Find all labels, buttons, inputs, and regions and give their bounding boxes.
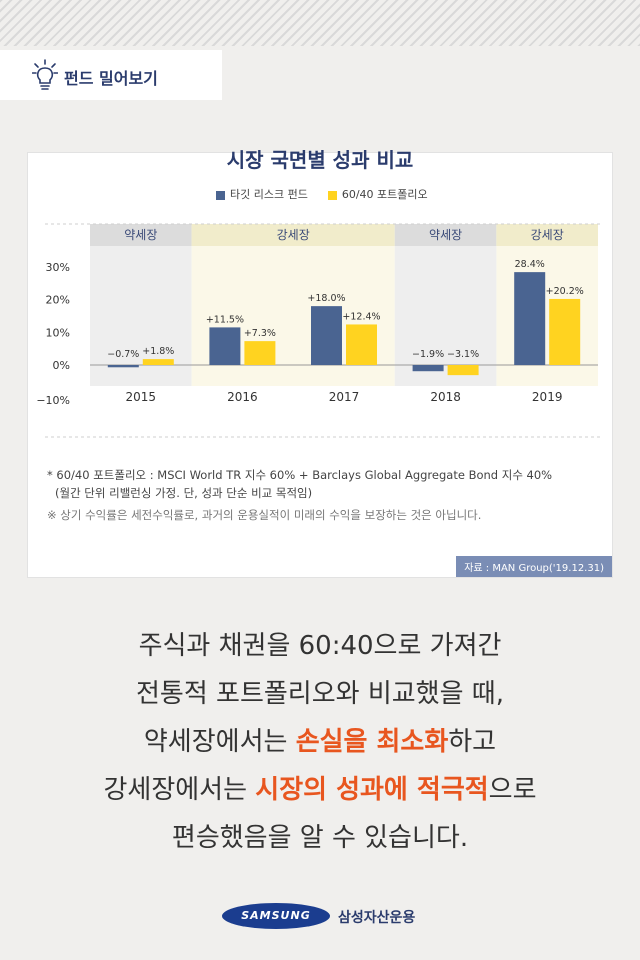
body-line-3: 약세장에서는 손실을 최소화하고 xyxy=(0,718,640,766)
data-label: +11.5% xyxy=(206,314,244,325)
y-tick-label: 30% xyxy=(46,261,70,274)
phase-background xyxy=(90,224,192,386)
bar-portfolio xyxy=(142,359,174,365)
note-disclaimer: ※ 상기 수익률은 세전수익률로, 과거의 운용실적이 미래의 수익을 보장하는… xyxy=(47,508,482,522)
body-line-4: 강세장에서는 시장의 성과에 적극적으로 xyxy=(0,766,640,814)
data-label: −3.1% xyxy=(447,349,479,360)
bar-fund xyxy=(209,327,241,365)
phase-header xyxy=(394,224,497,246)
bar-portfolio xyxy=(447,365,479,376)
source-badge: 자료 : MAN Group('19.12.31) xyxy=(456,556,612,577)
phase-header xyxy=(496,224,598,246)
x-tick-label: 2019 xyxy=(532,390,563,404)
bar-portfolio xyxy=(549,298,581,365)
data-label: +18.0% xyxy=(307,293,345,304)
legend-swatch-series-1 xyxy=(216,190,225,200)
bar-portfolio xyxy=(346,324,377,365)
tag-label: 펀드 밀어보기 xyxy=(64,69,158,88)
phase-label: 강세장 xyxy=(531,228,564,242)
phase-background xyxy=(496,224,598,386)
body-text: 주식과 채권을 60:40으로 가져간 전통적 포트폴리오와 비교했을 때, 약… xyxy=(0,622,640,862)
body-line-3-a: 약세장에서는 xyxy=(143,727,296,757)
phase-header xyxy=(191,224,395,246)
footer: SAMSUNG 삼성자산운용 xyxy=(0,900,640,930)
bar-fund xyxy=(311,306,342,365)
bar-fund xyxy=(514,272,546,365)
striped-header-band xyxy=(0,0,640,46)
x-tick-label: 2017 xyxy=(329,390,360,404)
section-tag: 펀드 밀어보기 xyxy=(0,50,222,100)
phase-label: 강세장 xyxy=(277,228,310,242)
legend-swatch-series-2 xyxy=(327,190,337,200)
chart-notes: * 60/40 포트폴리오 : MSCI World TR 지수 60% + B… xyxy=(47,466,607,524)
lightbulb-icon xyxy=(32,59,58,90)
legend-label-series-1: 타깃 리스크 펀드 xyxy=(230,188,308,201)
y-tick-label: 20% xyxy=(46,294,70,307)
body-line-3-b: 하고 xyxy=(448,727,497,757)
data-label: +12.4% xyxy=(342,311,380,322)
body-line-1: 주식과 채권을 60:40으로 가져간 xyxy=(138,631,502,661)
phase-label: 약세장 xyxy=(429,227,462,242)
bar-fund xyxy=(412,365,444,372)
y-tick-label: 0% xyxy=(53,359,70,372)
body-line-2: 전통적 포트폴리오와 비교했을 때, xyxy=(136,679,504,709)
bar-fund xyxy=(107,365,139,368)
note-definition: * 60/40 포트폴리오 : MSCI World TR 지수 60% + B… xyxy=(47,468,553,482)
phase-background xyxy=(394,224,497,386)
legend-item-series-2: 60/40 포트폴리오 xyxy=(327,186,428,202)
y-tick-label: −10% xyxy=(36,394,70,407)
y-tick-label: 10% xyxy=(46,326,70,339)
chart-title: 시장 국면별 성과 비교 xyxy=(226,148,414,172)
chart-legend: 타깃 리스크 펀드 60/40 포트폴리오 xyxy=(216,186,428,202)
data-label: −0.7% xyxy=(107,349,139,360)
legend-label-series-2: 60/40 포트폴리오 xyxy=(341,188,428,201)
data-label: +1.8% xyxy=(142,346,174,357)
body-line-4-b: 으로 xyxy=(488,775,537,805)
phase-label: 약세장 xyxy=(124,227,157,242)
data-label: 28.4% xyxy=(515,259,545,270)
highlight-minimize-loss: 손실을 최소화 xyxy=(295,727,449,757)
body-line-5: 편승했음을 알 수 있습니다. xyxy=(171,823,469,853)
data-label: −1.9% xyxy=(412,349,444,360)
x-tick-label: 2016 xyxy=(227,390,258,404)
samsung-logo: SAMSUNG xyxy=(222,903,330,929)
note-rebalancing: (월간 단위 리밸런싱 가정. 단, 성과 단순 비교 목적임) xyxy=(55,486,313,500)
phase-header xyxy=(90,224,192,246)
data-label: +20.2% xyxy=(546,286,584,297)
x-tick-label: 2015 xyxy=(126,390,157,404)
data-label: +7.3% xyxy=(244,328,276,339)
bar-chart: 약세장 강세장 약세장 강세장 −10% 0% 10% 20% 30% −0.7% +1.8% 201… xyxy=(36,223,600,438)
company-name: 삼성자산운용 xyxy=(338,910,416,926)
highlight-market-performance: 시장의 성과에 적극적 xyxy=(255,775,489,805)
bar-portfolio xyxy=(244,341,276,365)
x-tick-label: 2018 xyxy=(430,390,461,404)
body-line-4-a: 강세장에서는 xyxy=(103,775,256,805)
legend-item-series-1: 타깃 리스크 펀드 xyxy=(216,186,308,202)
